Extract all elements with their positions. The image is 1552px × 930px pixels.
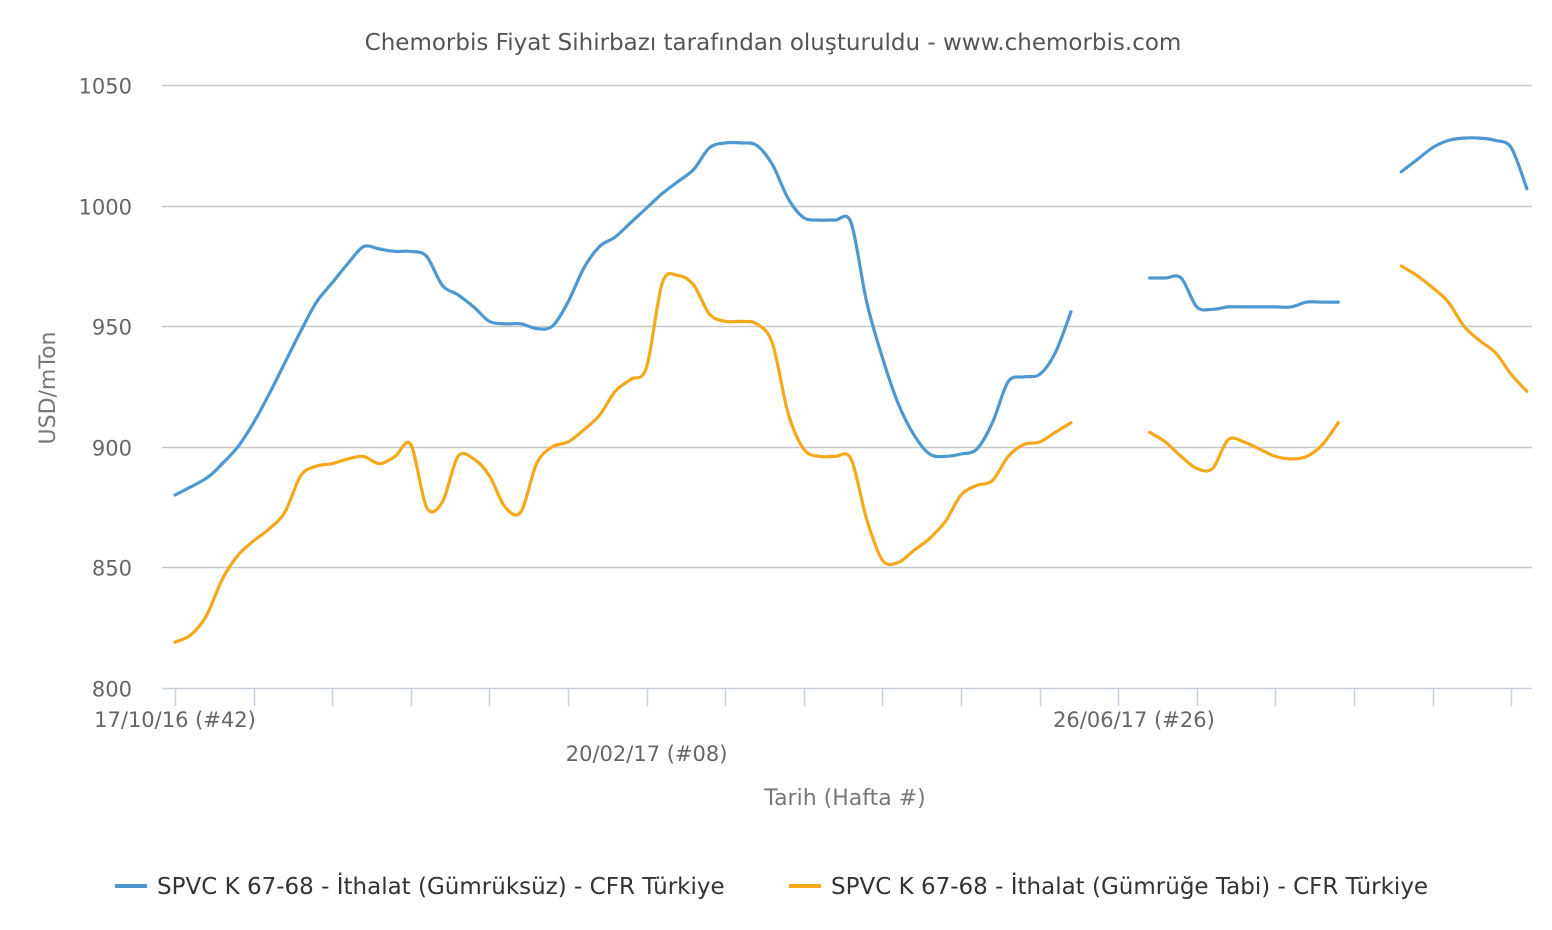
series-1-line-segment-0 — [173, 271, 1073, 644]
y-tick-label: 800 — [92, 678, 132, 702]
series-0-line-segment-1 — [1148, 274, 1340, 312]
series-1-line-segment-2 — [1399, 264, 1529, 393]
y-axis-title: USD/mTon — [36, 332, 61, 445]
series-1 — [173, 264, 1529, 644]
legend-item-series-1[interactable]: SPVC K 67-68 - İthalat (Gümrüğe Tabi) - … — [789, 872, 1428, 900]
x-tick-label: 17/10/16 (#42) — [94, 708, 256, 732]
series-0 — [173, 136, 1529, 497]
legend-label-series-0: SPVC K 67-68 - İthalat (Gümrüksüz) - CFR… — [157, 872, 725, 900]
legend-item-series-0[interactable]: SPVC K 67-68 - İthalat (Gümrüksüz) - CFR… — [115, 872, 725, 900]
series-0-line-segment-2 — [1399, 136, 1529, 191]
y-tick-label: 1050 — [79, 75, 132, 99]
y-tick-label: 950 — [92, 316, 132, 340]
y-tick-label: 900 — [92, 437, 132, 461]
x-axis-labels: 17/10/16 (#42) 20/02/17 (#08) 26/06/17 (#2… — [94, 708, 1215, 766]
grid-lines — [162, 84, 1532, 569]
x-axis-title: Tarih (Hafta #) — [763, 786, 925, 811]
series-lines — [173, 136, 1529, 644]
x-tick-label: 20/02/17 (#08) — [566, 742, 728, 766]
series-1-line-segment-1 — [1148, 421, 1340, 473]
y-tick-label: 850 — [92, 557, 132, 581]
legend-label-series-1: SPVC K 67-68 - İthalat (Gümrüğe Tabi) - … — [831, 872, 1428, 900]
chart-title: Chemorbis Fiyat Sihirbazı tarafından olu… — [365, 30, 1182, 56]
series-0-line-segment-0 — [173, 140, 1073, 497]
legend[interactable]: SPVC K 67-68 - İthalat (Gümrüksüz) - CFR… — [115, 872, 1428, 900]
y-tick-label: 1000 — [79, 196, 132, 220]
y-axis-ticks: 800 850 900 950 1000 1050 — [79, 75, 132, 702]
x-tick-label: 26/06/17 (#26) — [1053, 708, 1215, 732]
x-axis-ticks — [174, 688, 1513, 706]
